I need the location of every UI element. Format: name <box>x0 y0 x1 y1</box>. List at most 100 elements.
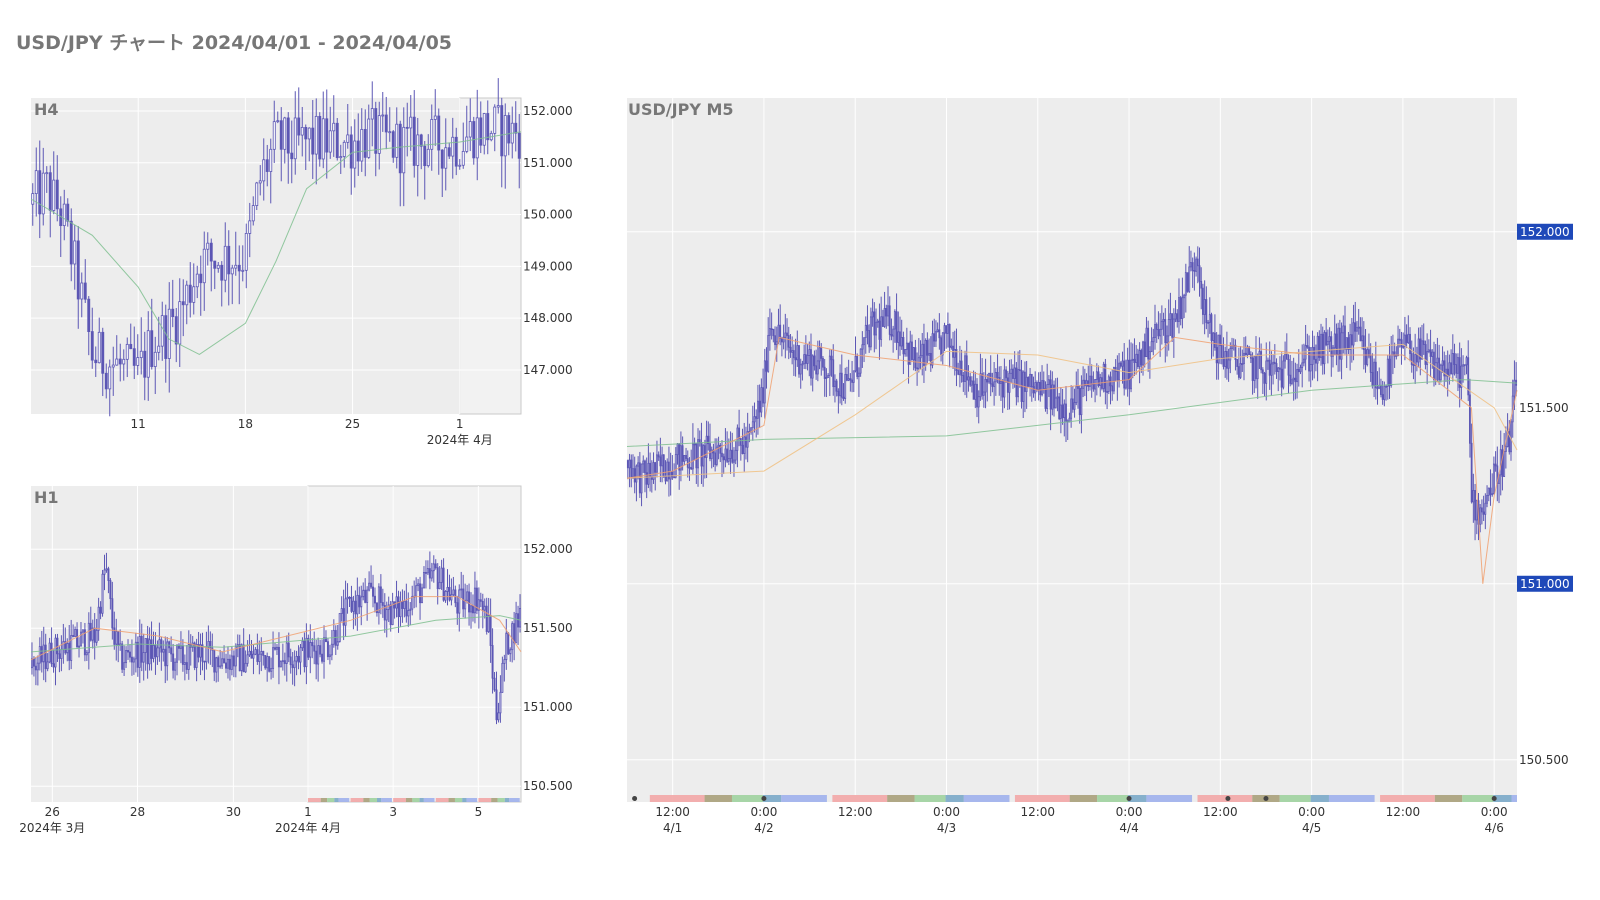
m5-chart-panel[interactable]: 152.000 151.500 151.000 150.500 12:00 4/1 0:00… <box>626 98 1573 835</box>
h1-candle-body <box>275 646 278 650</box>
h4-candle-body <box>216 264 220 269</box>
m5-candle-body <box>722 456 725 461</box>
m5-candle-body <box>1465 357 1468 366</box>
m5-candle-body <box>854 356 857 372</box>
h4-candle-body <box>300 127 304 136</box>
m5-candle-body <box>1036 382 1038 391</box>
h4-candle-body <box>290 152 294 160</box>
m5-x-tick-label: 0:00 <box>1481 805 1508 819</box>
m5-candle-body <box>1243 352 1245 364</box>
m5-candle-body <box>1005 369 1008 379</box>
h4-candle-body <box>461 150 465 166</box>
m5-session-band <box>704 795 732 802</box>
h4-candle-body <box>83 282 87 300</box>
m5-candle-body <box>1073 402 1076 410</box>
h1-candle-body <box>136 641 139 668</box>
m5-session-band <box>1511 795 1517 802</box>
m5-candle-body <box>1128 359 1131 390</box>
h1-session-band <box>419 798 424 802</box>
m5-candle-body <box>1318 335 1321 358</box>
h1-session-band <box>320 798 328 802</box>
h1-candle-body <box>242 644 245 673</box>
h4-candle-body <box>444 147 448 169</box>
m5-candle-body <box>1376 387 1379 390</box>
h1-candle-body <box>258 653 261 662</box>
m5-candle-body <box>734 449 737 461</box>
m5-candle-body <box>739 438 742 446</box>
h4-candle-body <box>153 351 157 367</box>
m5-candle-body <box>885 308 888 317</box>
m5-candle-body <box>652 462 655 480</box>
h1-candle-body <box>228 658 231 670</box>
h1-candle-body <box>142 652 145 663</box>
m5-candle-body <box>1350 334 1353 346</box>
h4-candle-body <box>52 179 56 211</box>
m5-candle-body <box>816 360 819 375</box>
m5-candle-body <box>1431 351 1434 357</box>
h1-chart-panel[interactable]: 152.000 151.500 151.000 150.500 26 2024年 3月 28… <box>19 485 573 835</box>
h1-candle-body <box>499 691 502 714</box>
m5-candle-body <box>1155 324 1158 330</box>
h4-candle-body <box>160 315 164 347</box>
h4-candle-body <box>136 357 140 366</box>
h1-candle-body <box>442 567 445 601</box>
m5-candle-body <box>1027 376 1030 387</box>
h4-chart-panel[interactable]: 152.000 151.000 150.000 149.000 148.000 147.0… <box>30 78 573 447</box>
h4-candle-body <box>258 180 262 184</box>
m5-candle-body <box>1080 387 1083 416</box>
m5-candle-body <box>724 448 727 461</box>
m5-candle-body <box>986 379 989 383</box>
m5-candle-body <box>751 421 754 429</box>
h4-candle-body <box>447 147 451 157</box>
h1-candle-body <box>313 645 316 652</box>
m5-candle-body <box>1504 446 1507 452</box>
h1-current-week-highlight <box>307 485 522 803</box>
m5-candle-body <box>1337 327 1340 355</box>
h1-session-band <box>405 798 413 802</box>
h4-candle-body <box>482 113 486 146</box>
m5-candle-body <box>945 325 948 334</box>
m5-candle-body <box>1349 334 1352 350</box>
m5-candle-body <box>1126 359 1129 381</box>
m5-candle-body <box>1371 371 1374 386</box>
m5-candle-body <box>1267 359 1269 362</box>
h4-candle-body <box>62 203 66 227</box>
h1-candle-body <box>301 640 304 649</box>
m5-candle-body <box>972 380 975 400</box>
h4-candle-body <box>367 118 371 158</box>
h4-candle-body <box>143 350 147 378</box>
h1-ma-short-line <box>30 596 522 661</box>
m5-candle-body <box>1220 344 1223 358</box>
h1-candle-body <box>346 596 349 600</box>
m5-candle-body <box>1092 383 1095 390</box>
m5-candle-body <box>1272 361 1275 365</box>
h1-candle-body <box>311 642 314 647</box>
h1-candle-body <box>464 599 467 610</box>
h1-candle-body <box>87 622 90 654</box>
m5-candle-body <box>1356 327 1358 332</box>
h4-candle-body <box>398 123 402 174</box>
m5-candle-body <box>1042 380 1045 389</box>
h1-candle-body <box>140 636 143 663</box>
h4-candle-body <box>335 122 339 159</box>
m5-candle-body <box>688 466 691 469</box>
h4-candle-body <box>125 343 129 360</box>
h1-candle-body <box>387 604 390 610</box>
h1-candle-body <box>123 662 126 670</box>
m5-candle-body <box>1041 380 1043 396</box>
h1-candle-body <box>323 637 326 662</box>
m5-candle-body <box>904 349 907 355</box>
h1-candle-body <box>383 604 386 621</box>
m5-candle-body <box>858 372 860 377</box>
m5-candle-body <box>1174 313 1177 320</box>
m5-candle-body <box>1472 490 1475 503</box>
h1-candle-body <box>36 662 39 671</box>
h4-candle-body <box>395 123 399 158</box>
h4-candle-body <box>419 134 423 147</box>
m5-candle-body <box>1311 346 1314 365</box>
h1-candle-body <box>291 664 294 669</box>
m5-candle-body <box>1405 334 1408 344</box>
h1-session-band <box>363 798 370 802</box>
m5-candle-body <box>1133 358 1136 363</box>
h1-session-band <box>497 798 505 802</box>
